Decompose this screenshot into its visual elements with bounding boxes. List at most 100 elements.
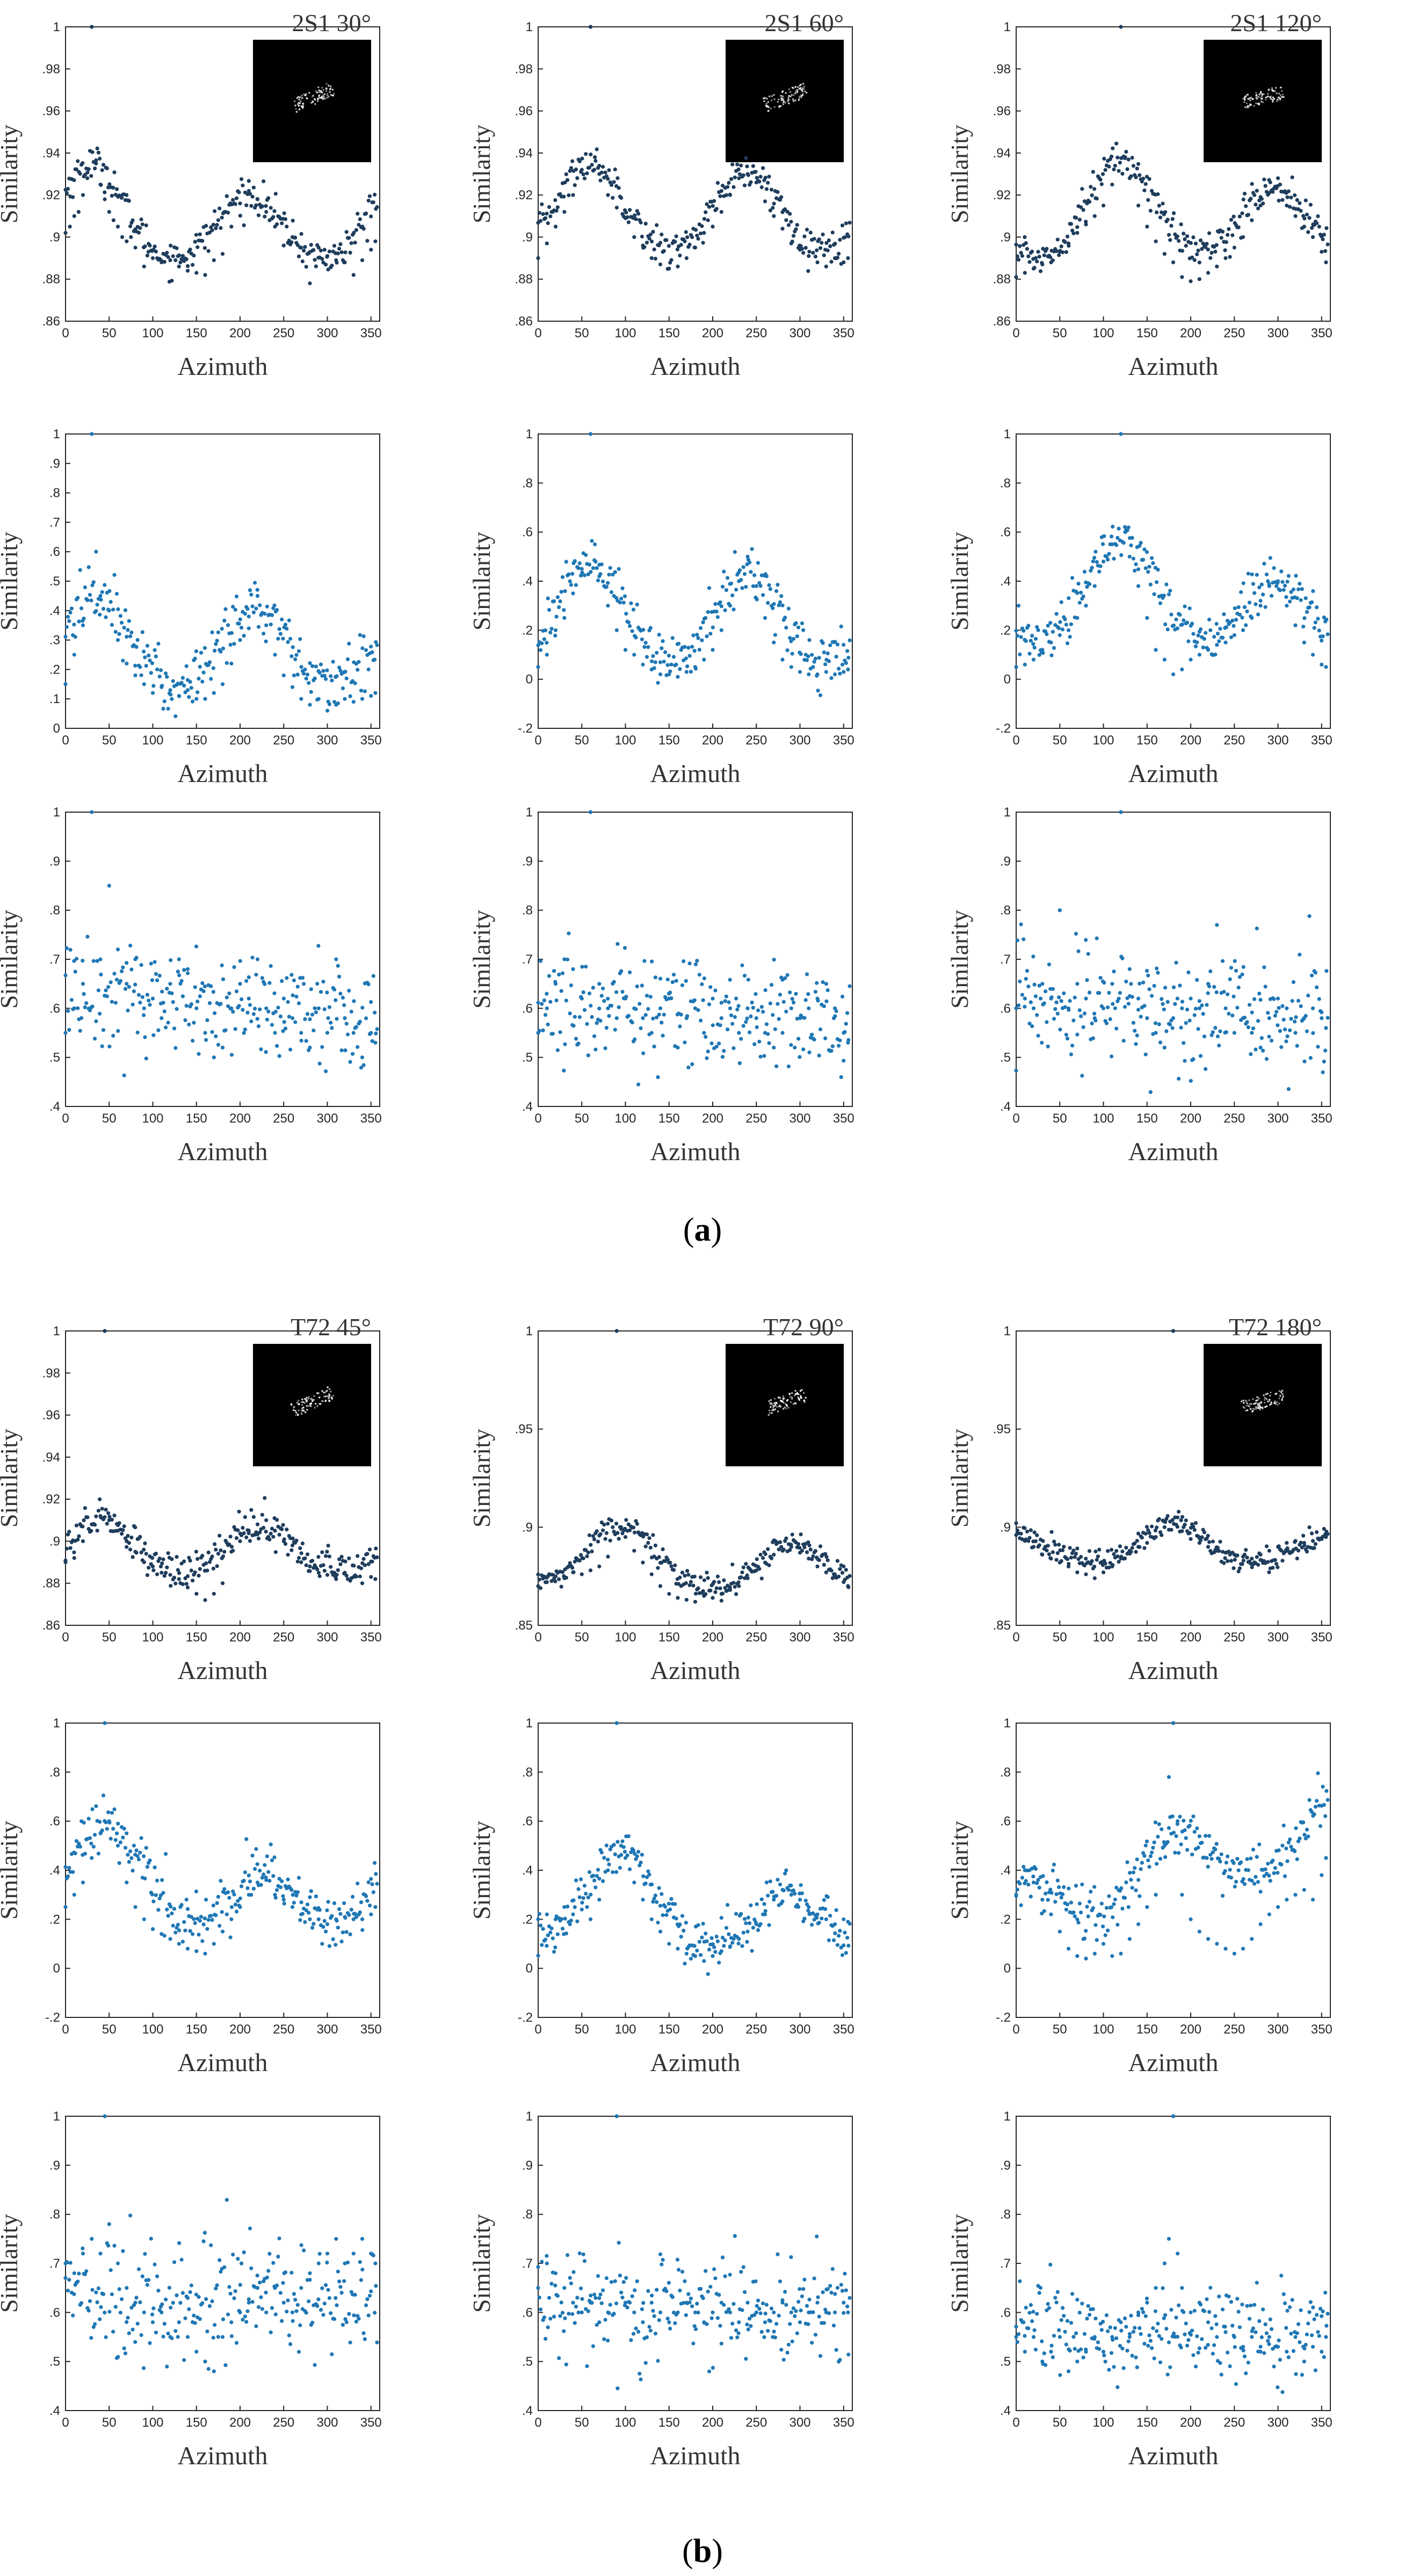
data-point <box>205 1927 209 1931</box>
data-point <box>768 208 772 213</box>
data-point <box>1040 262 1045 266</box>
data-point <box>693 245 698 250</box>
data-point <box>172 1026 177 1031</box>
data-point <box>352 230 356 235</box>
data-point <box>347 1556 351 1560</box>
data-point <box>1098 564 1103 568</box>
data-point <box>1247 600 1252 605</box>
data-point <box>116 1821 120 1826</box>
data-point <box>1040 982 1045 986</box>
x-axis-label: Azimuth <box>1128 1138 1219 1166</box>
data-point <box>648 233 653 237</box>
data-point <box>783 976 787 980</box>
data-point <box>661 1547 665 1551</box>
data-point <box>260 1876 264 1880</box>
data-point <box>754 1016 758 1021</box>
inset-scatter-pixel <box>306 1409 308 1411</box>
data-point <box>580 570 584 575</box>
data-point <box>128 943 133 948</box>
data-point <box>342 1003 346 1007</box>
inset-scatter-pixel <box>298 102 300 104</box>
x-tick-label: 250 <box>273 2022 294 2037</box>
data-point <box>238 617 242 621</box>
data-point <box>308 1569 312 1573</box>
data-point <box>142 1006 146 1010</box>
data-point <box>81 1880 85 1885</box>
inset-scatter-pixel <box>1263 1401 1265 1403</box>
data-point <box>259 1883 263 1887</box>
data-point <box>669 258 673 262</box>
data-point <box>307 681 311 685</box>
data-point <box>1242 191 1247 196</box>
data-point <box>244 979 249 983</box>
data-point <box>585 171 589 176</box>
data-point <box>608 566 612 570</box>
data-point <box>1077 600 1082 605</box>
data-point <box>68 947 73 952</box>
data-point <box>209 677 213 681</box>
data-point <box>769 187 774 192</box>
data-point <box>1245 1020 1249 1024</box>
data-point <box>789 220 793 224</box>
data-point <box>552 1950 556 1954</box>
data-point <box>123 1846 128 1850</box>
data-point <box>214 1034 218 1038</box>
data-point <box>714 609 719 614</box>
data-point <box>1169 612 1174 617</box>
inset-scatter-pixel <box>799 1398 801 1400</box>
x-tick-label: 150 <box>1136 1630 1158 1645</box>
data-point <box>603 1046 607 1051</box>
data-point <box>1114 1549 1119 1553</box>
data-point <box>216 1894 220 1899</box>
inset-scatter-pixel <box>804 90 806 92</box>
data-point <box>270 613 274 617</box>
data-point <box>98 957 103 961</box>
y-tick-label: .8 <box>522 903 533 918</box>
data-point <box>609 1518 614 1523</box>
inset-scatter-pixel <box>765 105 767 107</box>
data-point <box>329 674 333 678</box>
subplot-b-r2c1: 0 50 100 150 200 250 300 350-.20.2.4.6.81Azimut… <box>0 1716 382 2077</box>
data-point <box>330 1914 334 1918</box>
data-point <box>745 1576 750 1580</box>
inset-scatter-pixel <box>1277 97 1279 99</box>
data-point <box>90 25 94 29</box>
scatter-series <box>63 432 379 719</box>
data-point <box>751 1005 755 1010</box>
data-point <box>366 1562 371 1566</box>
data-point <box>1117 996 1121 1001</box>
data-point <box>96 1509 100 1513</box>
data-point <box>183 1018 187 1022</box>
data-point <box>632 235 636 239</box>
data-point <box>634 217 638 221</box>
data-point <box>549 1579 554 1583</box>
data-point <box>1156 568 1160 572</box>
data-point <box>1206 982 1211 986</box>
data-point <box>624 612 628 616</box>
data-point <box>1289 590 1293 594</box>
data-point <box>1315 1530 1319 1535</box>
data-point <box>665 663 670 667</box>
data-point <box>215 1901 219 1905</box>
data-point <box>320 1550 324 1554</box>
data-point <box>180 676 185 680</box>
data-point <box>658 1584 663 1588</box>
data-point <box>719 1598 723 1603</box>
data-point <box>351 679 355 683</box>
data-point <box>219 649 223 654</box>
data-point <box>789 665 793 669</box>
data-point <box>76 159 80 163</box>
data-point <box>658 1006 663 1010</box>
x-tick-label: 0 <box>1012 1111 1019 1126</box>
data-point <box>1179 1518 1183 1522</box>
data-point <box>1244 204 1248 208</box>
data-point <box>264 1530 268 1534</box>
data-point <box>811 251 815 255</box>
data-point <box>702 1578 706 1582</box>
subplot-b-r1c1: 0 50 100 150 200 250 300 350.86.88.9.92.94.96.9… <box>0 1313 382 1685</box>
data-point <box>213 1011 217 1015</box>
data-point <box>220 682 225 686</box>
data-point <box>1120 1549 1125 1553</box>
y-tick-label: .6 <box>1000 525 1011 540</box>
inset-scatter-pixel <box>1282 1395 1284 1398</box>
